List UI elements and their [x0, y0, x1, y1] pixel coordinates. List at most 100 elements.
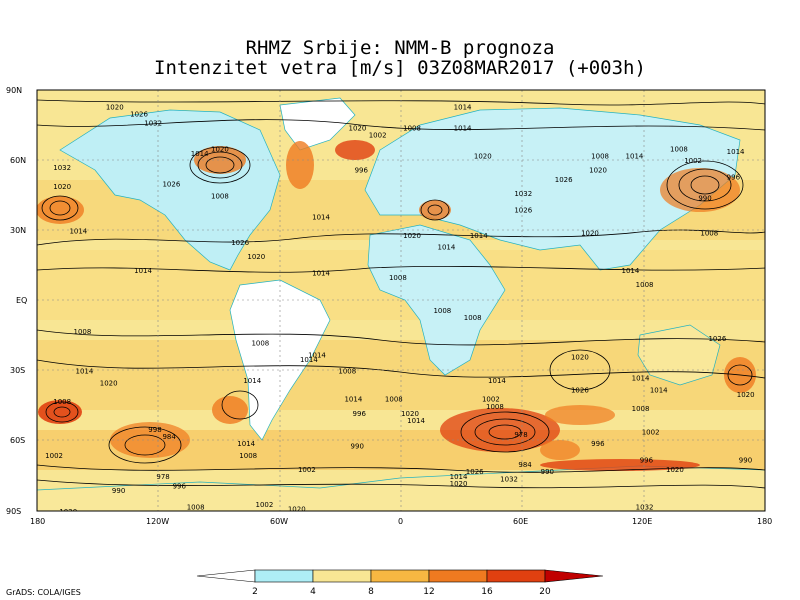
pressure-label: 1014: [191, 150, 209, 158]
lat-tick-30s: 30S: [10, 366, 25, 375]
pressure-label: 1002: [369, 131, 387, 139]
pressure-label: 1020: [401, 410, 419, 418]
pressure-label: 1026: [708, 335, 726, 343]
pressure-label: 1020: [211, 145, 229, 153]
pressure-label: 1002: [642, 428, 660, 436]
pressure-label: 984: [162, 433, 176, 441]
pressure-label: 1008: [338, 368, 356, 376]
pressure-label: 1020: [403, 232, 421, 240]
pressure-label: 1014: [727, 148, 745, 156]
pressure-label: 996: [355, 167, 369, 175]
pressure-label: 1014: [454, 124, 472, 132]
pressure-label: 1002: [255, 501, 273, 509]
pressure-label: 1002: [684, 157, 702, 165]
pressure-labels: 1020102610321014102010081026103210201014…: [45, 103, 755, 516]
pressure-label: 1032: [514, 190, 532, 198]
colorbar: [196, 569, 604, 583]
longitude-ticks: 180 120W 60W 0 60E 120E 180: [30, 517, 772, 526]
pressure-label: 1008: [211, 192, 229, 200]
colorbar-segment-1: [254, 569, 314, 583]
pressure-label: 1026: [555, 176, 573, 184]
pressure-label: 1014: [454, 103, 472, 111]
pressure-label: 1008: [239, 452, 257, 460]
pressure-label: 990: [351, 443, 364, 451]
pressure-label: 996: [353, 410, 367, 418]
colorbar-segment-5: [486, 569, 546, 583]
pressure-label: 1014: [308, 351, 326, 359]
pressure-label: 1032: [500, 475, 518, 483]
pressure-label: 1032: [144, 120, 162, 128]
pressure-label: 1008: [591, 152, 609, 160]
lon-tick-120e: 120E: [632, 517, 652, 526]
pressure-label: 1008: [700, 230, 718, 238]
pressure-label: 1020: [589, 167, 607, 175]
pressure-label: 996: [727, 174, 741, 182]
pressure-label: 1014: [237, 440, 255, 448]
pressure-label: 1008: [389, 274, 407, 282]
colorbar-label-2: 2: [252, 587, 258, 597]
lat-tick-90s: 90S: [6, 507, 21, 516]
pressure-label: 1008: [433, 307, 451, 315]
pressure-label: 1014: [134, 267, 152, 275]
pressure-label: 1026: [571, 386, 589, 394]
colorbar-label-20: 20: [539, 587, 551, 597]
colorbar-segment-0: [196, 569, 256, 583]
pressure-label: 1014: [69, 227, 87, 235]
pressure-label: 1020: [450, 480, 468, 488]
lon-tick-180w: 180: [30, 517, 45, 526]
pressure-label: 1008: [464, 314, 482, 322]
pressure-label: 1020: [581, 230, 599, 238]
colorbar-segment-3: [370, 569, 430, 583]
pressure-label: 1008: [73, 328, 91, 336]
pressure-label: 1020: [53, 183, 71, 191]
africa-land: [367, 224, 506, 376]
pressure-label: 1008: [385, 396, 403, 404]
pressure-label: 978: [514, 431, 527, 439]
lon-tick-180e: 180: [757, 517, 772, 526]
lon-tick-0: 0: [398, 517, 403, 526]
pressure-label: 1020: [106, 103, 124, 111]
pressure-label: 1008: [486, 403, 504, 411]
pressure-label: 1014: [622, 267, 640, 275]
colorbar-label-8: 8: [368, 587, 374, 597]
pressure-label: 1014: [312, 269, 330, 277]
chart-title-line1: RHMZ Srbije: NMM-B prognoza: [245, 37, 555, 59]
pressure-label: 1014: [632, 375, 650, 383]
map-border: [36, 89, 766, 512]
pressure-label: 978: [156, 473, 169, 481]
pressure-label: 984: [518, 461, 532, 469]
pressure-label: 1020: [737, 391, 755, 399]
pressure-label: 1014: [437, 244, 455, 252]
lat-tick-60s: 60S: [10, 436, 25, 445]
wind-speed-field: 1020102610321014102010081026103210201014…: [37, 90, 765, 516]
pressure-label: 1014: [488, 377, 506, 385]
pressure-label: 1020: [59, 508, 77, 516]
pressure-label: 1002: [482, 396, 500, 404]
pressure-label: 990: [698, 195, 711, 203]
pressure-label: 990: [739, 457, 752, 465]
pressure-label: 998: [148, 426, 161, 434]
colorbar-label-16: 16: [481, 587, 493, 597]
lon-tick-60e: 60E: [513, 517, 528, 526]
pressure-label: 1014: [470, 232, 488, 240]
pressure-label: 1014: [450, 473, 468, 481]
pressure-label: 1008: [403, 124, 421, 132]
pressure-label: 1008: [636, 281, 654, 289]
pressure-label: 1008: [187, 503, 205, 511]
lon-tick-60w: 60W: [270, 517, 288, 526]
pressure-label: 1008: [53, 398, 71, 406]
pressure-label: 1026: [231, 239, 249, 247]
pressure-label: 1014: [300, 356, 318, 364]
isobars: [37, 99, 765, 489]
colorbar-segment-2: [312, 569, 372, 583]
pressure-label: 1014: [626, 152, 644, 160]
pressure-label: 1002: [45, 452, 63, 460]
pressure-label: 1020: [666, 466, 684, 474]
pressure-label: 1014: [407, 417, 425, 425]
pressure-label: 1014: [243, 377, 261, 385]
pressure-label: 1020: [571, 354, 589, 362]
lat-tick-60n: 60N: [10, 156, 26, 165]
pressure-label: 1020: [349, 124, 367, 132]
eurasia-land: [364, 107, 741, 271]
